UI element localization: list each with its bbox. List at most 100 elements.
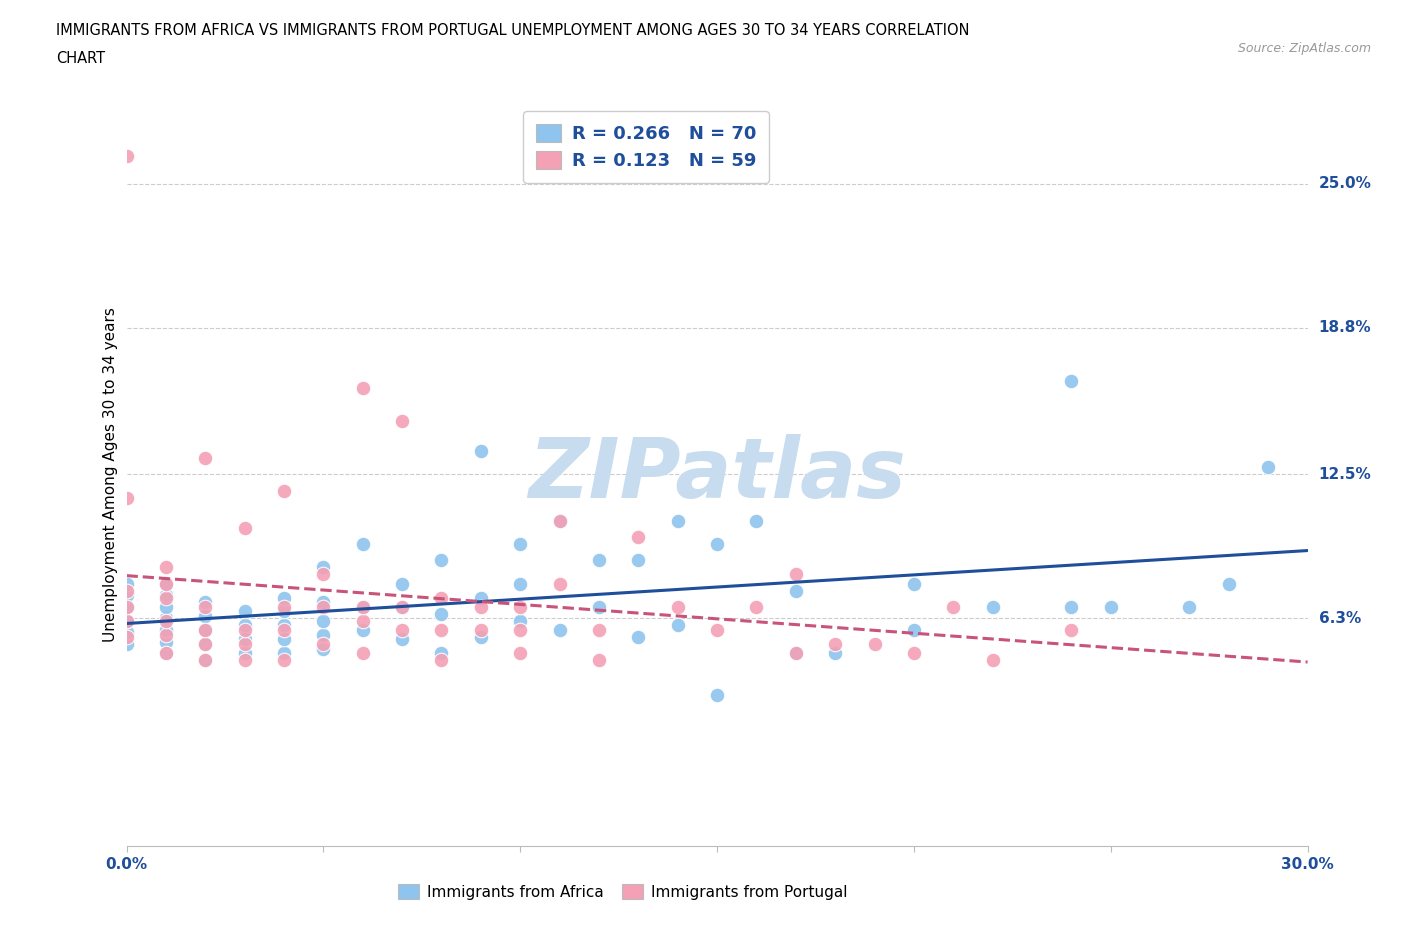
Point xyxy=(312,560,335,575)
Point xyxy=(509,645,531,660)
Point xyxy=(115,630,138,644)
Point xyxy=(1178,599,1201,614)
Text: 6.3%: 6.3% xyxy=(1319,611,1361,626)
Point xyxy=(155,590,177,604)
Point xyxy=(1060,599,1083,614)
Point xyxy=(312,566,335,582)
Point xyxy=(233,653,256,668)
Point xyxy=(194,653,217,668)
Point xyxy=(548,623,571,638)
Point xyxy=(588,552,610,567)
Text: 12.5%: 12.5% xyxy=(1319,467,1371,482)
Point xyxy=(706,688,728,703)
Text: 18.8%: 18.8% xyxy=(1319,320,1371,336)
Point xyxy=(627,630,650,644)
Point xyxy=(194,450,217,465)
Point xyxy=(312,642,335,657)
Point xyxy=(352,623,374,638)
Point xyxy=(194,595,217,610)
Point xyxy=(155,599,177,614)
Point xyxy=(115,599,138,614)
Point xyxy=(273,632,295,647)
Point xyxy=(233,645,256,660)
Point xyxy=(509,623,531,638)
Point xyxy=(627,552,650,567)
Point xyxy=(430,645,453,660)
Point xyxy=(391,599,413,614)
Point xyxy=(233,636,256,651)
Point xyxy=(273,590,295,604)
Point xyxy=(352,599,374,614)
Point xyxy=(155,576,177,591)
Point xyxy=(942,599,965,614)
Text: Source: ZipAtlas.com: Source: ZipAtlas.com xyxy=(1237,42,1371,55)
Point xyxy=(273,484,295,498)
Point xyxy=(391,599,413,614)
Point xyxy=(352,645,374,660)
Point xyxy=(706,537,728,551)
Point xyxy=(1060,374,1083,389)
Point xyxy=(273,653,295,668)
Point xyxy=(430,623,453,638)
Point xyxy=(273,599,295,614)
Point xyxy=(155,645,177,660)
Point xyxy=(115,599,138,614)
Point xyxy=(470,630,492,644)
Point xyxy=(430,606,453,621)
Point xyxy=(273,604,295,619)
Point xyxy=(785,566,807,582)
Point xyxy=(233,632,256,647)
Point xyxy=(115,588,138,603)
Point xyxy=(903,645,925,660)
Point xyxy=(470,623,492,638)
Point xyxy=(1218,576,1240,591)
Point xyxy=(352,537,374,551)
Point xyxy=(155,560,177,575)
Point xyxy=(194,653,217,668)
Point xyxy=(155,634,177,649)
Point xyxy=(509,614,531,629)
Point xyxy=(115,614,138,629)
Point xyxy=(981,599,1004,614)
Point xyxy=(824,636,846,651)
Point xyxy=(233,604,256,619)
Point xyxy=(233,618,256,632)
Text: 25.0%: 25.0% xyxy=(1319,176,1372,192)
Point xyxy=(548,513,571,528)
Text: IMMIGRANTS FROM AFRICA VS IMMIGRANTS FROM PORTUGAL UNEMPLOYMENT AMONG AGES 30 TO: IMMIGRANTS FROM AFRICA VS IMMIGRANTS FRO… xyxy=(56,23,970,38)
Point xyxy=(470,599,492,614)
Point xyxy=(155,627,177,642)
Point xyxy=(312,599,335,614)
Point xyxy=(509,599,531,614)
Point xyxy=(588,653,610,668)
Point xyxy=(155,614,177,629)
Point xyxy=(588,623,610,638)
Point xyxy=(233,623,256,638)
Point xyxy=(312,614,335,629)
Point xyxy=(785,645,807,660)
Legend: Immigrants from Africa, Immigrants from Portugal: Immigrants from Africa, Immigrants from … xyxy=(392,877,853,906)
Point xyxy=(509,576,531,591)
Point xyxy=(430,590,453,604)
Point xyxy=(312,595,335,610)
Point xyxy=(548,513,571,528)
Point xyxy=(155,645,177,660)
Text: ZIPatlas: ZIPatlas xyxy=(529,433,905,515)
Point xyxy=(115,625,138,640)
Point xyxy=(155,611,177,626)
Point xyxy=(470,444,492,458)
Y-axis label: Unemployment Among Ages 30 to 34 years: Unemployment Among Ages 30 to 34 years xyxy=(103,307,118,642)
Point xyxy=(155,576,177,591)
Point xyxy=(352,599,374,614)
Point xyxy=(391,413,413,428)
Point xyxy=(312,627,335,642)
Point xyxy=(470,590,492,604)
Point xyxy=(863,636,886,651)
Point xyxy=(903,576,925,591)
Point xyxy=(706,623,728,638)
Point xyxy=(155,588,177,603)
Point xyxy=(903,623,925,638)
Point xyxy=(194,599,217,614)
Point xyxy=(194,623,217,638)
Point xyxy=(1060,623,1083,638)
